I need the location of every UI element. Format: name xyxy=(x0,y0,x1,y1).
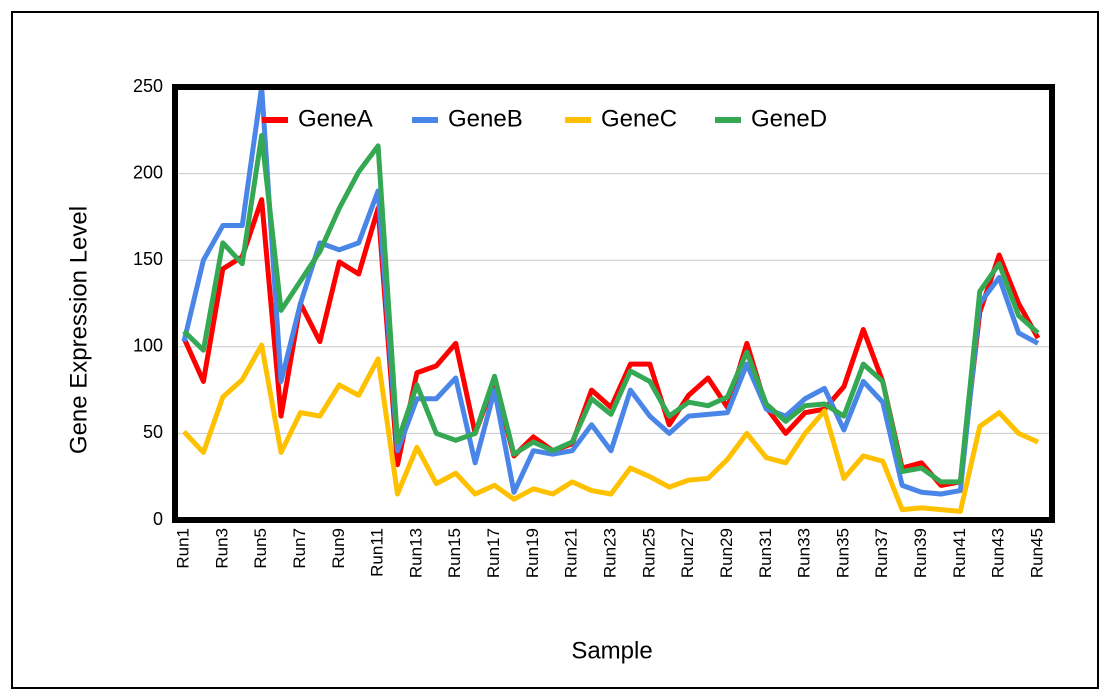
x-tick-label: Run31 xyxy=(756,528,775,578)
y-tick-label: 50 xyxy=(143,422,163,442)
y-tick-label: 100 xyxy=(133,336,163,356)
x-tick-label: Run45 xyxy=(1027,528,1046,578)
x-tick-label: Run21 xyxy=(562,528,581,578)
x-tick-label: Run27 xyxy=(678,528,697,578)
plot-border xyxy=(172,84,1055,523)
y-tick-label: 250 xyxy=(133,76,163,96)
x-tick-label: Run41 xyxy=(950,528,969,578)
legend-label: GeneC xyxy=(601,105,677,132)
x-tick-label: Run35 xyxy=(833,528,852,578)
legend-label: GeneA xyxy=(298,105,373,132)
x-tick-label: Run5 xyxy=(251,528,270,569)
x-tick-label: Run9 xyxy=(329,528,348,569)
y-axis-label: Gene Expression Level xyxy=(65,206,92,454)
x-tick-label: Run13 xyxy=(406,528,425,578)
x-tick-label: Run37 xyxy=(872,528,891,578)
x-tick-label: Run3 xyxy=(212,528,231,569)
x-tick-label: Run23 xyxy=(600,528,619,578)
x-tick-label: Run25 xyxy=(639,528,658,578)
series-line xyxy=(182,132,1040,485)
x-axis-label: Sample xyxy=(571,637,652,664)
series-line xyxy=(181,84,1040,497)
y-tick-label: 200 xyxy=(133,162,163,182)
legend: GeneA GeneB GeneC GeneD xyxy=(262,105,827,132)
x-tick-label: Run7 xyxy=(290,528,309,569)
legend-label: GeneD xyxy=(751,105,827,132)
x-tick-label: Run1 xyxy=(173,528,192,569)
x-tick-label: Run33 xyxy=(795,528,814,578)
x-tick-label: Run39 xyxy=(911,528,930,578)
x-tick-label: Run17 xyxy=(484,528,503,578)
x-tick-label: Run19 xyxy=(523,528,542,578)
y-tick-label: 150 xyxy=(133,249,163,269)
x-tick-label: Run29 xyxy=(717,528,736,578)
frame xyxy=(11,11,1099,689)
y-tick-label: 0 xyxy=(153,509,163,529)
series-line xyxy=(182,342,1040,514)
x-tick-label: Run43 xyxy=(989,528,1008,578)
plot xyxy=(181,84,1041,514)
x-tick-label: Run11 xyxy=(368,528,387,577)
legend-label: GeneB xyxy=(448,105,523,132)
x-tick-label: Run15 xyxy=(445,528,464,578)
